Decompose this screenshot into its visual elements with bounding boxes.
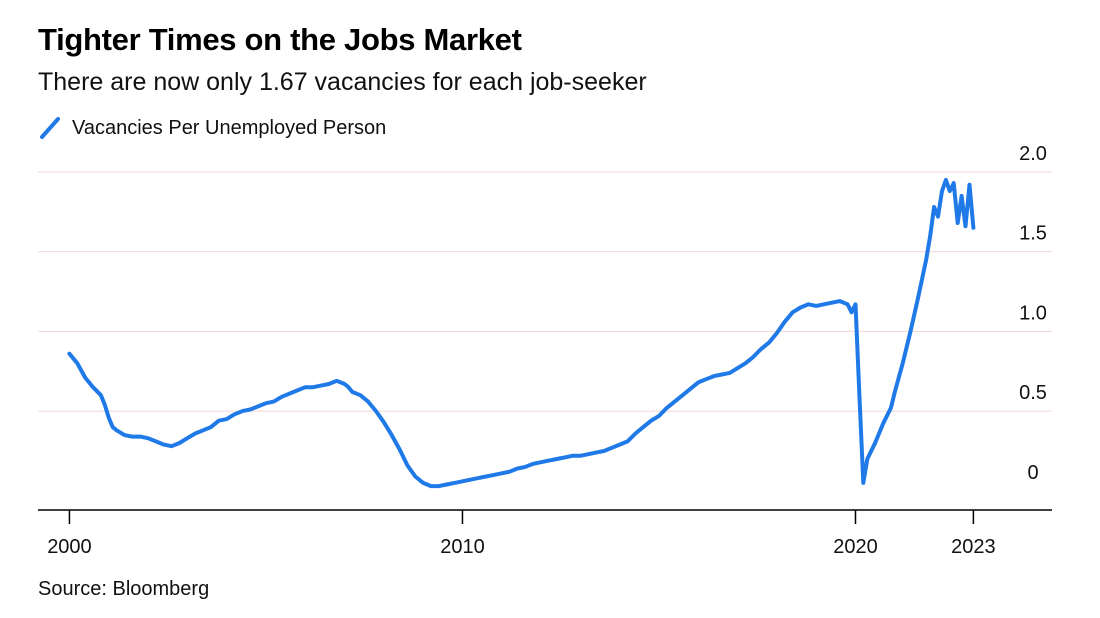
x-tick-label: 2010 [440,536,485,558]
y-axis-labels: 0 0.5 1.0 1.5 2.0 [1019,143,1047,484]
chart-title: Tighter Times on the Jobs Market [38,22,522,57]
x-tick-label: 2000 [47,536,92,558]
y-tick-label: 1.0 [1019,302,1047,324]
series-line [67,177,976,489]
x-axis: 2000 2010 2020 2023 [38,509,1052,558]
x-tick-label: 2020 [833,536,878,558]
legend: Vacancies Per Unemployed Person [38,114,386,142]
y-tick-label: 2.0 [1019,143,1047,165]
y-tick-label: 0.5 [1019,382,1047,404]
source-note: Source: Bloomberg [38,578,210,600]
series-group [67,177,976,489]
y-tick-label: 1.5 [1019,223,1047,245]
chart-subtitle: There are now only 1.67 vacancies for ea… [38,68,647,96]
legend-swatch-line-icon [40,117,60,139]
y-tick-label: 0 [1027,462,1038,484]
legend-label: Vacancies Per Unemployed Person [72,116,387,139]
x-tick-label: 2023 [951,536,996,558]
gridlines [38,171,1052,412]
